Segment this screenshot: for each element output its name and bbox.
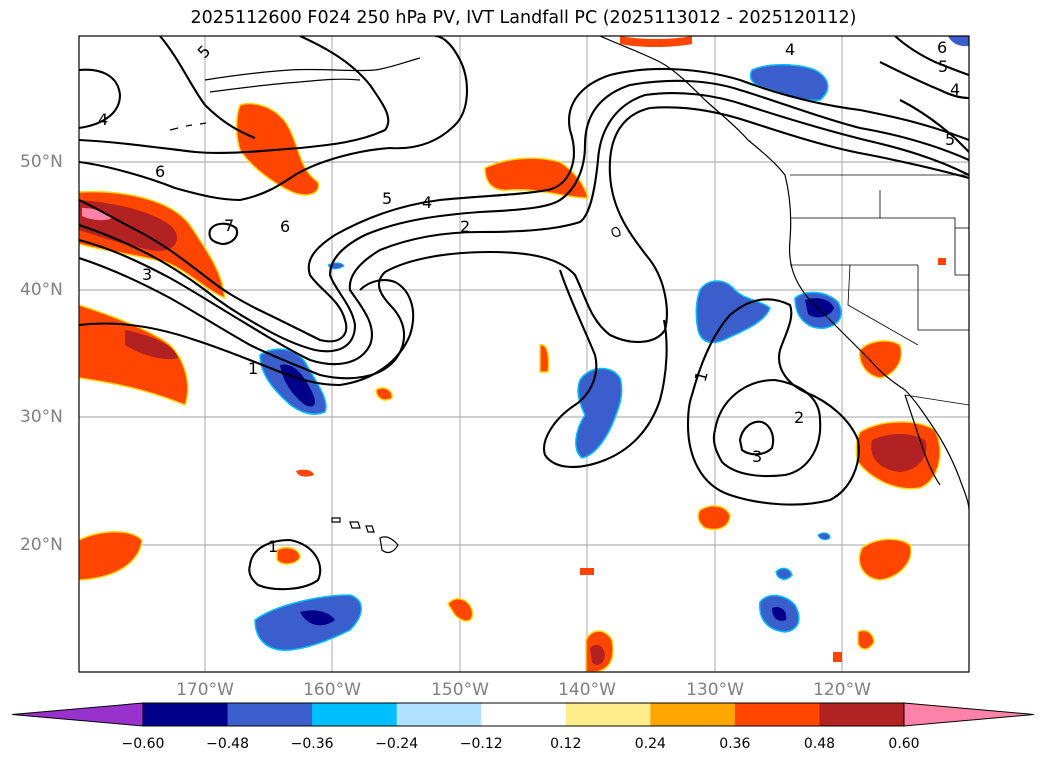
contour-label: 4 bbox=[98, 110, 108, 129]
colorbar-tick-label: −0.48 bbox=[206, 736, 249, 752]
colorbar-extension-min bbox=[11, 702, 144, 727]
lon-label-130w: 130°W bbox=[686, 680, 744, 700]
colorbar-segment bbox=[143, 703, 229, 726]
contour-label: 5 bbox=[938, 57, 948, 76]
lon-label-150w: 150°W bbox=[431, 680, 489, 700]
coastlines bbox=[169, 36, 969, 511]
political-borders bbox=[790, 174, 969, 406]
colorbar-tick-label: −0.12 bbox=[459, 736, 503, 752]
colorbar-tick-label: −0.36 bbox=[290, 736, 334, 752]
colorbar-tick-label: 0.12 bbox=[550, 736, 582, 752]
contour-label: 3 bbox=[142, 265, 152, 284]
contour-label: 6 bbox=[280, 217, 290, 236]
lon-label-140w: 140°W bbox=[558, 680, 616, 700]
contour-label: 5 bbox=[945, 130, 955, 149]
contour-label: 1 bbox=[268, 537, 278, 556]
lon-label-160w: 160°W bbox=[303, 680, 361, 700]
lon-label-170w: 170°W bbox=[176, 680, 234, 700]
contour-label: 4 bbox=[785, 40, 795, 59]
colorbar-tick-label: 0.60 bbox=[888, 736, 920, 752]
lon-label-120w: 120°W bbox=[813, 680, 871, 700]
map-background bbox=[79, 36, 969, 672]
colorbar-extension-max bbox=[903, 702, 1035, 727]
contour-label: 2 bbox=[460, 217, 470, 236]
colorbar-segment bbox=[227, 703, 313, 726]
contour-label: 4 bbox=[950, 80, 960, 99]
contour-label: 6 bbox=[155, 162, 165, 181]
contour-label: 3 bbox=[752, 447, 762, 466]
contour-label: 7 bbox=[224, 216, 234, 235]
islands bbox=[331, 517, 399, 554]
colorbar-segment bbox=[312, 703, 398, 726]
lat-label-50n: 50°N bbox=[20, 152, 63, 172]
contour-label: 1 bbox=[691, 369, 712, 384]
colorbar-tick-label: 0.48 bbox=[803, 736, 836, 752]
contour-label: 4 bbox=[422, 193, 432, 212]
colorbar-segment bbox=[565, 703, 651, 726]
colorbar-tick-label: −0.24 bbox=[375, 736, 419, 752]
colorbar-segment bbox=[734, 703, 820, 726]
lat-label-20n: 20°N bbox=[20, 535, 63, 555]
contour-label: 6 bbox=[937, 38, 947, 57]
contour-label: 2 bbox=[794, 408, 804, 427]
map-frame bbox=[78, 35, 970, 673]
colorbar-tick-label: 0.36 bbox=[719, 736, 751, 752]
map-title: 2025112600 F024 250 hPa PV, IVT Landfall… bbox=[190, 8, 857, 28]
colorbar-outline bbox=[142, 702, 905, 727]
colorbar-tick-label: 0.24 bbox=[634, 736, 666, 752]
contour-label: 5 bbox=[382, 189, 392, 208]
colorbar-segment bbox=[481, 703, 567, 726]
colorbar-tick-label: −0.60 bbox=[121, 736, 165, 752]
colorbar-segment bbox=[650, 703, 736, 726]
lat-label-30n: 30°N bbox=[20, 407, 63, 427]
lat-label-40n: 40°N bbox=[20, 280, 63, 300]
pv-contours bbox=[79, 36, 969, 591]
contour-label: 1 bbox=[248, 359, 258, 378]
colorbar-segments bbox=[11, 702, 1035, 727]
colorbar-segment bbox=[819, 703, 905, 726]
colorbar-segment bbox=[396, 703, 482, 726]
